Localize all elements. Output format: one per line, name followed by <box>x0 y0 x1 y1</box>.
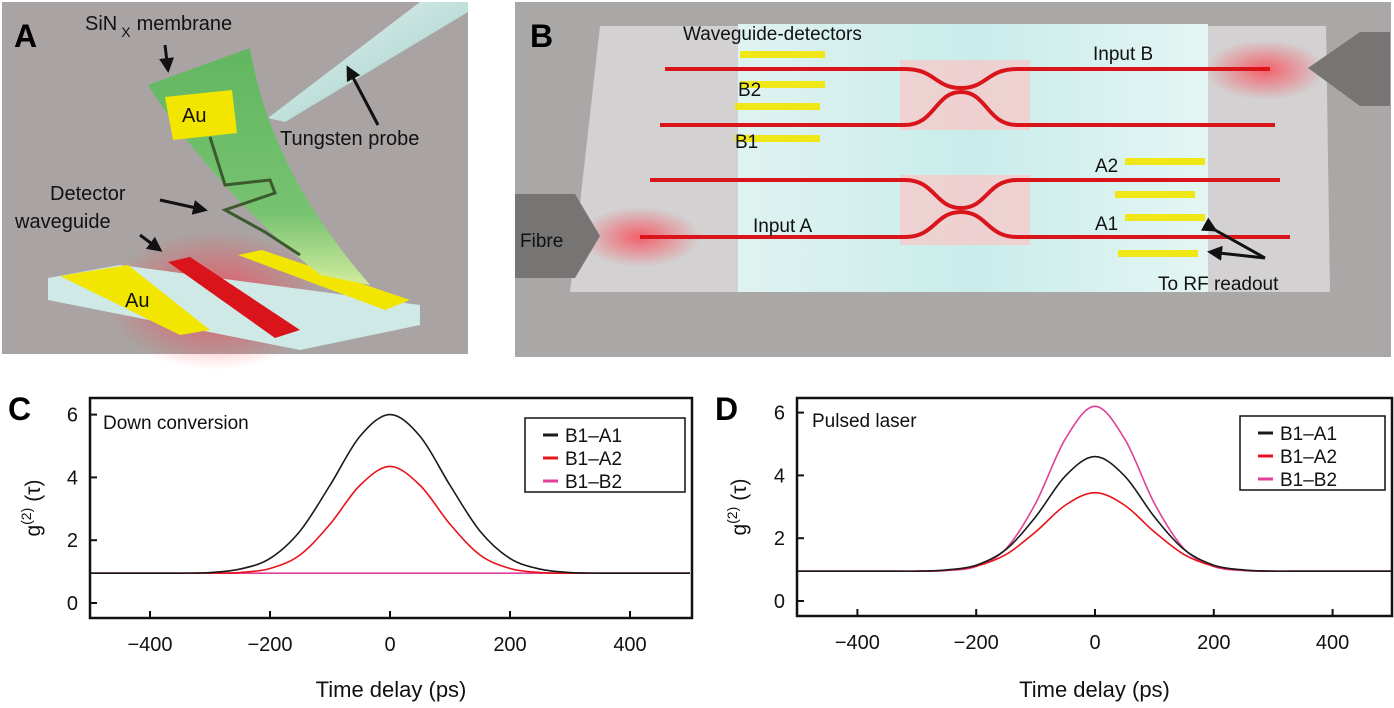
y-axis-label: g(2) (τ) <box>724 478 751 535</box>
series-line-b1-a1 <box>90 413 690 575</box>
chart-annotation: Down conversion <box>103 413 249 434</box>
b1-label: B1 <box>735 132 758 153</box>
a2-label: A2 <box>1095 156 1118 177</box>
detector-pad <box>740 51 825 58</box>
detector-pad <box>1115 191 1195 198</box>
membrane-label-sub: X <box>121 24 131 40</box>
rf-readout-label: To RF readout <box>1158 274 1279 295</box>
y-axis-label-sup: (2) <box>18 508 34 525</box>
arrow-rf-2 <box>1207 245 1266 261</box>
detector-pad <box>735 103 820 110</box>
chart-d: −400 −200 0 200 400 0 2 4 6 Time delay (ps) g(2) (τ… <box>724 396 1394 702</box>
x-tick-label: 400 <box>1316 632 1349 654</box>
input-b-label: Input B <box>1093 44 1153 65</box>
x-tick-label: 200 <box>493 634 526 656</box>
arrow-rf-1 <box>1200 217 1266 260</box>
x-axis-label: Time delay (ps) <box>316 677 467 702</box>
waveguide-a1 <box>640 209 1290 239</box>
y-tick-label: 4 <box>67 467 78 489</box>
x-tick-label: 0 <box>384 634 395 656</box>
detector-waveguide <box>168 257 300 338</box>
au-pad-left <box>60 265 210 335</box>
legend-label: B1–A2 <box>565 449 622 470</box>
y-tick-label: 0 <box>774 591 785 613</box>
panel-letter-d: D <box>715 391 738 427</box>
a1-label: A1 <box>1095 214 1118 235</box>
b2-label: B2 <box>738 80 761 101</box>
x-axis-label: Time delay (ps) <box>1019 677 1170 702</box>
y-tick-label: 6 <box>67 405 78 427</box>
arrow-probe <box>346 65 380 126</box>
fibre-right <box>1308 32 1390 106</box>
waveguide-b1 <box>660 89 1275 127</box>
x-tick-label: −200 <box>247 634 292 656</box>
x-tick-label: −400 <box>835 632 880 654</box>
x-tick-label: −200 <box>954 632 999 654</box>
detector-pad <box>1125 158 1205 165</box>
y-tick-label: 6 <box>774 403 785 425</box>
fibre-label: Fibre <box>520 231 563 252</box>
membrane-label-main: SiN <box>85 13 117 35</box>
detector-pad <box>1118 250 1198 257</box>
au-pad-right <box>238 250 410 310</box>
au-label-bottom: Au <box>125 290 149 312</box>
input-a-label: Input A <box>753 216 812 237</box>
detector-label: Detector <box>50 183 126 205</box>
y-tick-label: 0 <box>67 593 78 615</box>
membrane-label-rest: membrane <box>137 13 233 35</box>
panel-letter-c: C <box>8 391 31 427</box>
chart-c: −400 −200 0 200 400 0 2 4 6 Time delay (ps) g(2) (τ… <box>18 396 694 702</box>
nanowire-trace <box>208 136 301 257</box>
probe-label: Tungsten probe <box>280 128 419 150</box>
arrow-detector <box>159 198 208 215</box>
waveguide-b2 <box>665 67 1270 91</box>
panel-letter-b: B <box>530 18 553 54</box>
series-group <box>797 405 1392 573</box>
y-axis-label-arg: (τ) <box>728 478 751 500</box>
au-label-top: Au <box>182 105 206 127</box>
waveguide-detectors-label: Waveguide-detectors <box>683 24 862 45</box>
arrow-membrane <box>159 44 175 73</box>
y-axis-label-arg: (τ) <box>22 479 45 501</box>
series-group <box>90 413 690 575</box>
series-line-b1-a1 <box>797 455 1392 573</box>
legend-label: B1–A2 <box>1280 447 1337 468</box>
panel-b: B Waveguide-detectors Input B Input A Fi… <box>515 2 1391 357</box>
legend-label: B1–A1 <box>1280 424 1337 445</box>
detector-pad <box>1125 214 1205 221</box>
chart-annotation: Pulsed laser <box>812 411 917 432</box>
x-tick-label: 0 <box>1089 632 1100 654</box>
waveguide-label: waveguide <box>14 211 111 233</box>
detector-pad <box>740 81 825 88</box>
waveguide-a2 <box>650 178 1280 211</box>
series-line-b1-a2 <box>797 491 1392 573</box>
y-axis-label: g(2) (τ) <box>18 479 45 536</box>
legend-label: B1–B2 <box>1280 470 1337 491</box>
y-axis-label-main: g <box>728 524 751 536</box>
tungsten-probe <box>268 2 468 122</box>
arrow-waveguide <box>139 233 163 252</box>
panel-letter-a: A <box>14 18 37 54</box>
legend-label: B1–B2 <box>565 472 622 493</box>
y-tick-label: 4 <box>774 465 785 487</box>
detector-pad <box>735 135 820 142</box>
legend-label: B1–A1 <box>565 426 622 447</box>
y-tick-label: 2 <box>67 530 78 552</box>
fibre-left <box>515 194 600 278</box>
y-tick-label: 2 <box>774 528 785 550</box>
y-axis-label-main: g <box>22 525 45 537</box>
x-tick-label: 400 <box>613 634 646 656</box>
y-axis-label-sup: (2) <box>724 507 740 524</box>
x-tick-label: −400 <box>127 634 172 656</box>
x-tick-label: 200 <box>1197 632 1230 654</box>
au-pad-membrane <box>165 90 237 140</box>
waveguide-network <box>640 67 1290 239</box>
waveguide-detectors <box>735 51 1205 257</box>
